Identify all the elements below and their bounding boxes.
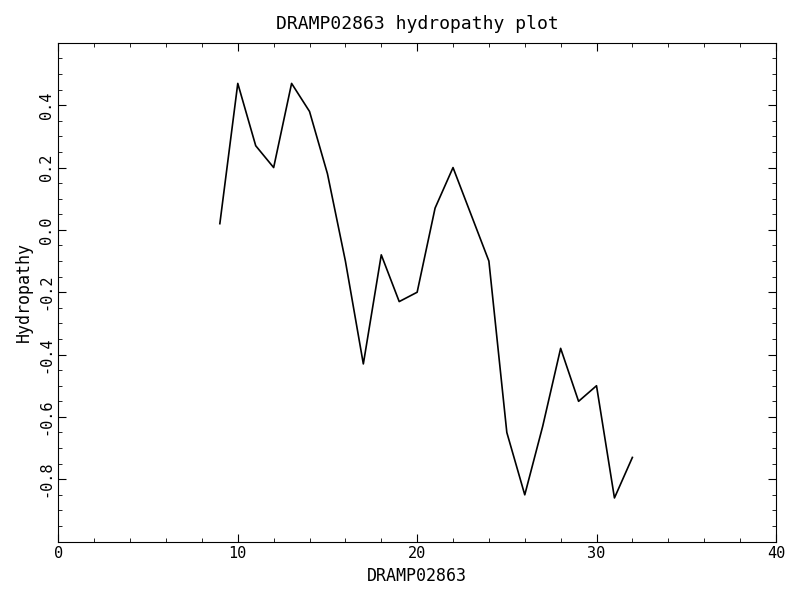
Title: DRAMP02863 hydropathy plot: DRAMP02863 hydropathy plot — [276, 15, 558, 33]
X-axis label: DRAMP02863: DRAMP02863 — [367, 567, 467, 585]
Y-axis label: Hydropathy: Hydropathy — [15, 242, 33, 342]
